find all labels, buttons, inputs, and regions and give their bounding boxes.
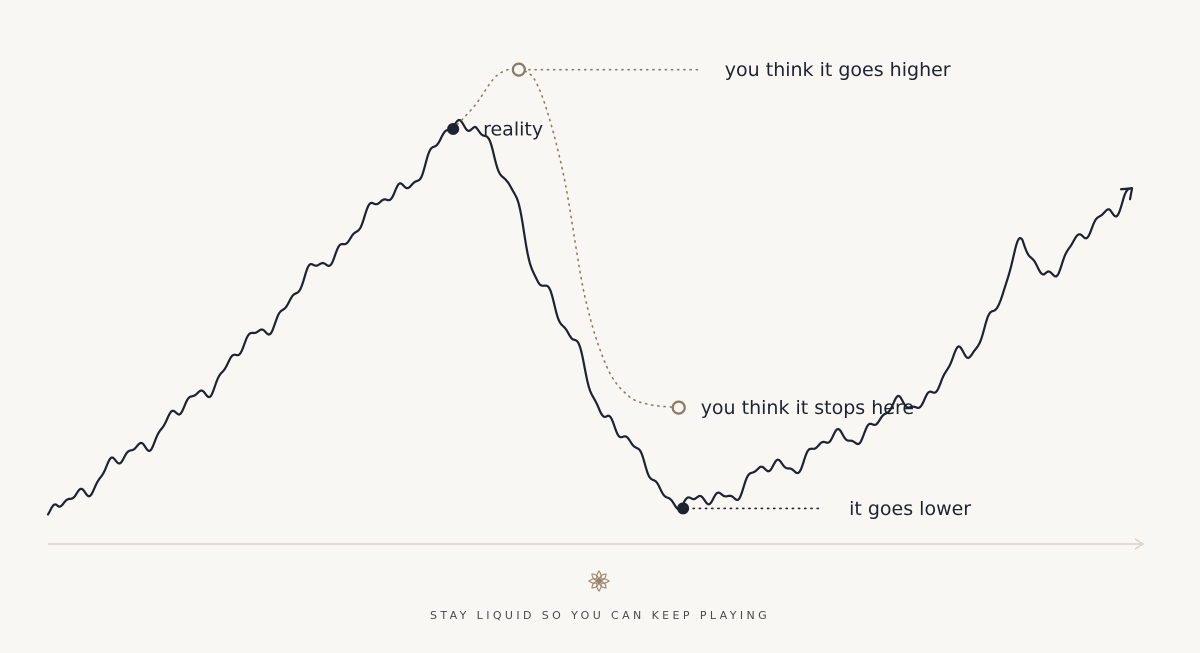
leader-lines [528,68,824,510]
annotation-it-goes-lower: it goes lower [849,498,971,520]
series-layer [46,68,1134,516]
tagline: STAY LIQUID SO YOU CAN KEEP PLAYING [429,609,771,622]
annotation-you-think-it-stops-here: you think it stops here [701,397,914,419]
x-axis-arrowhead [1134,538,1145,550]
lotus-icon [588,570,610,592]
expectation-line [452,68,680,409]
annotation-you-think-it-goes-higher: you think it goes higher [725,59,951,81]
marker-you-think-it-stops-here [671,400,686,415]
annotation-reality: reality [483,118,543,140]
markers [447,62,690,515]
marker-it-goes-lower [677,502,690,515]
marker-reality [447,122,460,135]
annotations: reality you think it goes higher you think… [483,59,971,520]
marker-you-think-it-goes-higher [511,62,526,77]
reality-line [46,118,1134,516]
x-axis [48,538,1145,550]
